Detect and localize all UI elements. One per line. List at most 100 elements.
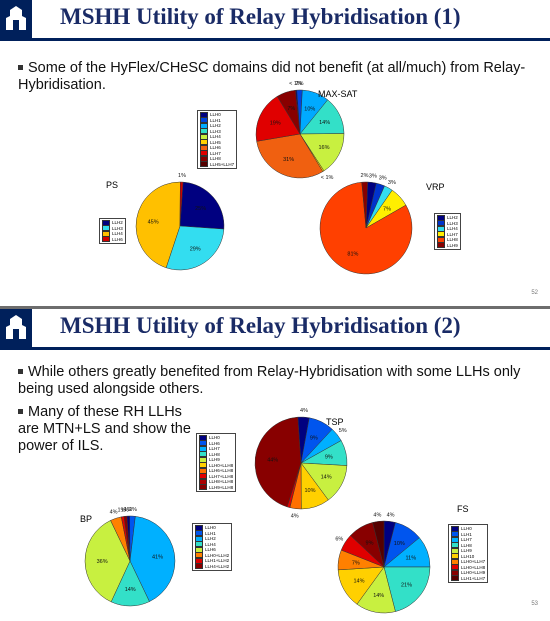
page-number: 53 <box>531 601 538 607</box>
legend-label: LLH1 <box>205 530 216 536</box>
legend-label: LLH0 <box>461 526 472 532</box>
chart-title: FS <box>457 504 469 514</box>
legend-label: LLH4 <box>447 226 458 232</box>
pie-data-label: < 1% <box>321 175 334 181</box>
pie-data-label: 44% <box>267 458 278 464</box>
pie-data-label: 21% <box>401 583 412 589</box>
legend-swatch <box>199 484 207 491</box>
pie-data-label: 31% <box>283 157 294 163</box>
legend-label: LLH9 <box>209 457 220 463</box>
legend-label: LLH4 <box>210 134 221 140</box>
pie-data-label: 14% <box>353 579 364 585</box>
pie-data-label: 2% <box>361 173 369 179</box>
legend-entry: LLH9 <box>437 242 458 249</box>
pie-slice-llh9-llh8 <box>254 416 302 508</box>
bullet-marker <box>18 408 23 414</box>
legend-entry: LLH9+LLH8 <box>199 484 233 491</box>
pie-data-label: 7% <box>383 207 391 213</box>
chart-legend: LLH0 LLH1 LLH2 LLH4 LLH6 LLH0+LLH2 LLH1+LLH2 LL… <box>192 523 233 571</box>
pie-slice-llh4-llh2 <box>123 515 131 562</box>
slide-title: MSHH Utility of Relay Hybridisation (1) <box>60 4 461 29</box>
legend-label: LLH2 <box>112 220 123 226</box>
pie-data-label: 11% <box>405 555 416 561</box>
bullet-item: While others greatly benefited from Rela… <box>18 364 523 398</box>
legend-label: LLH8 <box>447 237 458 243</box>
pie-slice-llh4 <box>135 181 181 269</box>
pie-data-label: 25% <box>195 206 206 212</box>
pie-chart-fs: 4% 10% 11% 21% 14% 14% 7% 6% 9% 4% FS <box>335 504 469 614</box>
chart-legend: LLH2 LLH3 LLH4 LLH7 LLH8 LLH9 <box>434 213 461 250</box>
pie-data-label: 7% <box>287 106 295 112</box>
pie-data-label: 2% <box>296 81 304 87</box>
bullet-item: Some of the HyFlex/CHeSC domains did not… <box>18 60 538 94</box>
legend-label: LLH6 <box>209 440 220 446</box>
pie-data-label: 9% <box>325 455 333 461</box>
legend-label: LLH1 <box>210 117 221 123</box>
pie-data-label: 14% <box>373 593 384 599</box>
pie-slice-llh2 <box>129 516 176 602</box>
pie-data-label: 7% <box>352 561 360 567</box>
pie-data-label: 81% <box>347 251 358 257</box>
bullet-marker <box>18 64 23 70</box>
page-number: 52 <box>531 290 538 296</box>
title-bar: MSHH Utility of Relay Hybridisation (2) <box>0 309 550 347</box>
slide-title: MSHH Utility of Relay Hybridisation (2) <box>60 313 461 338</box>
pie-data-label: 10% <box>394 541 405 547</box>
pie-data-label: 1% <box>124 507 132 513</box>
legend-label: LLH3 <box>210 128 221 134</box>
legend-label: LLH7 <box>447 231 458 237</box>
bullet-text: Some of the HyFlex/CHeSC domains did not… <box>18 60 526 93</box>
pie-chart-vrp: 3% 3%3%7%81%2%VRP <box>319 173 445 275</box>
slide-52: MSHH Utility of Relay Hybridisation (1) … <box>0 0 550 306</box>
legend-label: LLH10 <box>461 553 475 559</box>
pie-data-label: 3% <box>388 180 396 186</box>
pie-data-label: 4% <box>110 510 118 516</box>
pie-data-label: 6% <box>335 537 343 543</box>
chart-legend: LLH0 LLH1 LLH7 LLH8 LLH9 LLH10 LLH0+LLH7 LLH0+L… <box>448 524 489 583</box>
chart-legend: LLH2 LLH3 LLH4 LLH6 <box>99 218 126 244</box>
bullet-text: Many of these RH LLHs are MTN+LS and sho… <box>18 404 191 454</box>
legend-label: LLH7 <box>210 150 221 156</box>
legend-label: LLH6 <box>210 145 221 151</box>
legend-swatch <box>195 563 203 570</box>
legend-label: LLH4 <box>112 231 123 237</box>
pie-data-label: 5% <box>339 428 347 434</box>
legend-label: LLH2 <box>447 215 458 221</box>
pie-data-label: 4% <box>373 512 381 518</box>
pie-slice-llh6 <box>179 181 184 227</box>
pie-data-label: 4% <box>300 408 308 414</box>
legend-label: LLH8 <box>461 542 472 548</box>
title-bar: MSHH Utility of Relay Hybridisation (1) <box>0 0 550 38</box>
legend-entry: LLH6 <box>102 236 123 243</box>
pie-data-label: 3% <box>379 176 387 182</box>
legend-label: LLH0 <box>209 435 220 441</box>
legend-label: LLH4+LLH2 <box>205 563 230 569</box>
pie-slice-llh6 <box>84 520 131 603</box>
legend-label: LLH0 <box>210 112 221 118</box>
pie-slice-llh9 <box>361 181 368 229</box>
pie-data-label: 14% <box>321 475 332 481</box>
legend-label: LLH6 <box>112 236 123 242</box>
pie-data-label: 16% <box>318 145 329 151</box>
legend-label: LLH4 <box>205 541 216 547</box>
pie-chart-max-sat: < 1%2%10%14%16%< 1%31%19%7%MAX-SAT <box>255 81 358 181</box>
chart-title: VRP <box>426 182 445 192</box>
legend-label: LLH5 <box>210 139 221 145</box>
pie-data-label: 4% <box>291 514 299 520</box>
pie-data-label: 1% <box>118 508 126 514</box>
pie-charts-slide-1: < 1%2%10%14%16%< 1%31%19%7%MAX-SAT25%29%… <box>106 81 445 275</box>
legend-swatch <box>200 161 208 168</box>
legend-label: LLH3 <box>447 220 458 226</box>
pie-slice-llh7 <box>255 96 301 142</box>
pie-slice-llh6 <box>256 133 324 179</box>
pie-data-label: 29% <box>190 247 201 253</box>
chart-legend: LLH0 LLH6 LLH7 LLH8 LLH9 LLH0+LLH8 LLH6+LLH8 LL… <box>196 433 237 492</box>
pie-data-label: 3% <box>369 173 377 179</box>
bullet-item: Many of these RH LLHs are MTN+LS and sho… <box>18 404 203 455</box>
legend-label: LLH8 <box>209 451 220 457</box>
legend-swatch <box>437 242 445 249</box>
pie-data-label: 1% <box>178 173 186 179</box>
legend-label: LLH7 <box>461 537 472 543</box>
pie-data-label: 10% <box>304 488 315 494</box>
